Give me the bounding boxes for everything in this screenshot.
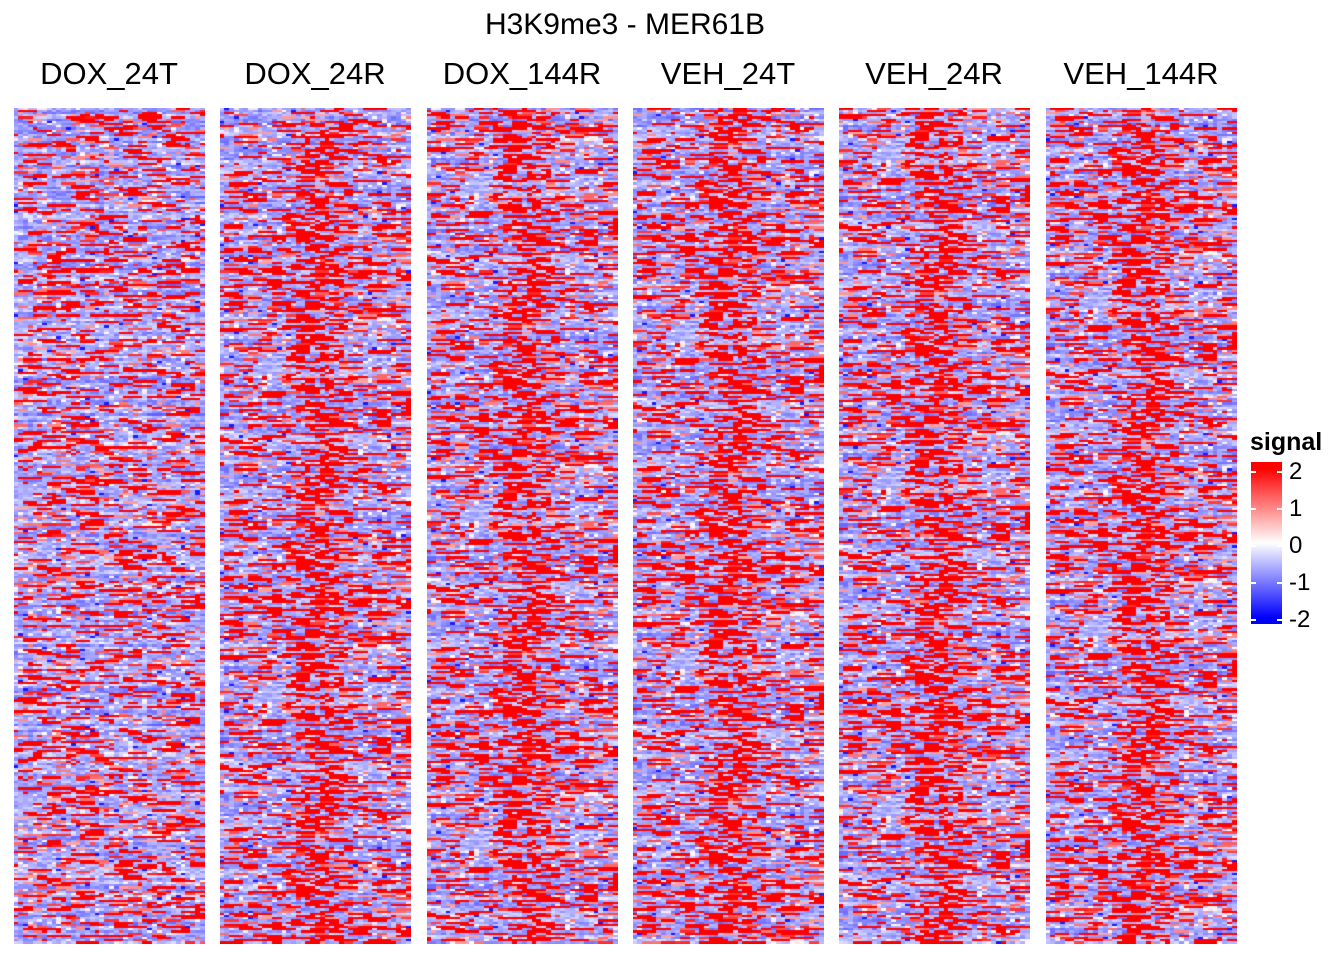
heatmap-panel-veh-24t bbox=[633, 108, 824, 944]
legend-title: signal bbox=[1250, 428, 1323, 456]
panel-label-veh-144r: VEH_144R bbox=[1063, 56, 1219, 91]
chart-title: H3K9me3 - MER61B bbox=[484, 8, 766, 41]
heatmap-panel-veh-24r bbox=[839, 108, 1030, 944]
legend-tick-label-2: 2 bbox=[1289, 458, 1303, 485]
heatmap-panel-dox-24r bbox=[220, 108, 411, 944]
legend-tick-label-m2: -2 bbox=[1289, 606, 1311, 633]
heatmap-panel-veh-144r bbox=[1046, 108, 1237, 944]
legend-colorbar bbox=[1251, 462, 1282, 624]
legend-tick-label-1: 1 bbox=[1289, 495, 1303, 522]
panel-label-dox-144r: DOX_144R bbox=[442, 56, 602, 91]
panel-label-veh-24t: VEH_24T bbox=[660, 56, 796, 91]
panel-label-dox-24r: DOX_24R bbox=[244, 56, 386, 91]
panel-label-dox-24t: DOX_24T bbox=[40, 56, 178, 91]
panel-label-veh-24r: VEH_24R bbox=[865, 56, 1003, 91]
legend-tick-label-0: 0 bbox=[1289, 532, 1303, 559]
heatmap-panel-dox-144r bbox=[427, 108, 618, 944]
heatmap-panel-dox-24t bbox=[14, 108, 205, 944]
legend-tick-label-m1: -1 bbox=[1289, 569, 1311, 596]
